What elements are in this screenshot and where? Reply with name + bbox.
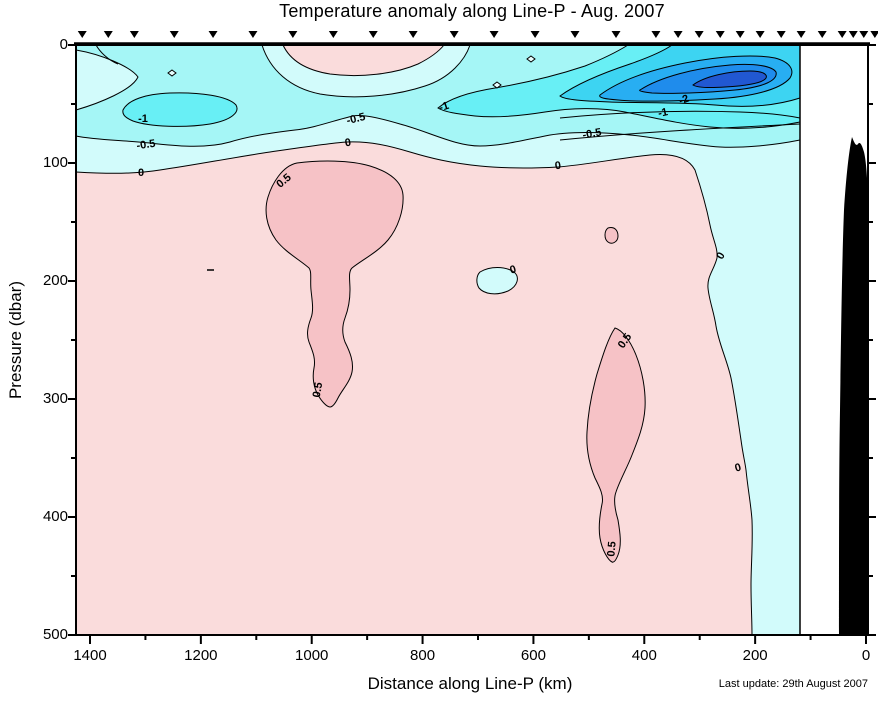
station-marker-icon bbox=[408, 31, 418, 38]
station-marker-icon bbox=[673, 31, 683, 38]
band-neg-1-left-blob bbox=[122, 92, 238, 127]
station-marker-icon bbox=[530, 31, 540, 38]
y-tick-label: 100 bbox=[42, 154, 68, 171]
x-tick-label: 1000 bbox=[295, 647, 329, 664]
tiny-diamond-3 bbox=[526, 55, 536, 63]
last-update-note: Last update: 29th August 2007 bbox=[718, 678, 868, 690]
x-tick-label: 200 bbox=[742, 647, 768, 664]
station-marker-icon bbox=[328, 31, 338, 38]
station-marker-icon bbox=[837, 31, 847, 38]
station-marker-icon bbox=[776, 31, 786, 38]
station-marker-icon bbox=[651, 31, 661, 38]
station-marker-icon bbox=[288, 31, 298, 38]
station-marker-icon bbox=[208, 31, 218, 38]
y-tick-label: 300 bbox=[42, 390, 68, 407]
station-marker-icon bbox=[103, 31, 113, 38]
band-neg-3-core bbox=[692, 70, 767, 89]
axis-ticks bbox=[68, 44, 876, 644]
x-tick-label: 600 bbox=[520, 647, 546, 664]
y-tick-label: 200 bbox=[42, 272, 68, 289]
warm-column-left bbox=[265, 160, 404, 408]
station-marker-icon bbox=[77, 31, 87, 38]
tiny-warm-speck bbox=[604, 227, 619, 244]
station-marker-icon bbox=[611, 31, 621, 38]
station-marker-icon bbox=[489, 31, 499, 38]
x-tick-label: 800 bbox=[410, 647, 436, 664]
station-markers bbox=[77, 31, 878, 38]
warm-column-right bbox=[586, 327, 646, 563]
station-marker-icon bbox=[368, 31, 378, 38]
contour-value-label: 0 bbox=[137, 167, 145, 179]
contour-line-decorative-2 bbox=[559, 110, 801, 119]
station-marker-icon bbox=[169, 31, 179, 38]
region-positive-main bbox=[75, 141, 753, 636]
bathymetry-shape bbox=[839, 137, 868, 635]
cool-pocket-blob bbox=[476, 267, 518, 295]
y-tick-label: 0 bbox=[59, 36, 68, 53]
contour-value-label: -1 bbox=[138, 113, 148, 125]
x-tick-label: 0 bbox=[861, 647, 871, 664]
station-marker-icon bbox=[817, 31, 827, 38]
contour-fragment-top-left bbox=[95, 44, 119, 65]
station-marker-icon bbox=[570, 31, 580, 38]
tiny-diamond-2 bbox=[492, 81, 502, 89]
station-marker-icon bbox=[755, 31, 765, 38]
contour-value-label: 0.5 bbox=[605, 540, 619, 558]
y-tick-label: 400 bbox=[42, 508, 68, 525]
x-tick-label: 1200 bbox=[184, 647, 218, 664]
station-marker-icon bbox=[796, 31, 806, 38]
pale-pocket-top-left bbox=[75, 49, 139, 111]
tiny-diamond-1 bbox=[167, 69, 177, 77]
chart-title: Temperature anomaly along Line-P - Aug. … bbox=[279, 1, 665, 21]
station-marker-icon bbox=[715, 31, 725, 38]
station-marker-icon bbox=[870, 31, 878, 38]
station-marker-icon bbox=[848, 31, 858, 38]
contour-line-decorative-1 bbox=[559, 123, 801, 141]
station-marker-icon bbox=[129, 31, 139, 38]
station-marker-icon bbox=[248, 31, 258, 38]
warm-surface-patch bbox=[282, 44, 446, 76]
y-tick-label: 500 bbox=[42, 626, 68, 643]
x-tick-label: 1400 bbox=[73, 647, 107, 664]
station-marker-icon bbox=[449, 31, 459, 38]
y-axis-label: Pressure (dbar) bbox=[6, 280, 25, 400]
station-marker-icon bbox=[859, 31, 869, 38]
station-marker-icon bbox=[735, 31, 745, 38]
x-axis-label: Distance along Line-P (km) bbox=[367, 674, 573, 693]
x-tick-label: 400 bbox=[631, 647, 657, 664]
station-marker-icon bbox=[694, 31, 704, 38]
